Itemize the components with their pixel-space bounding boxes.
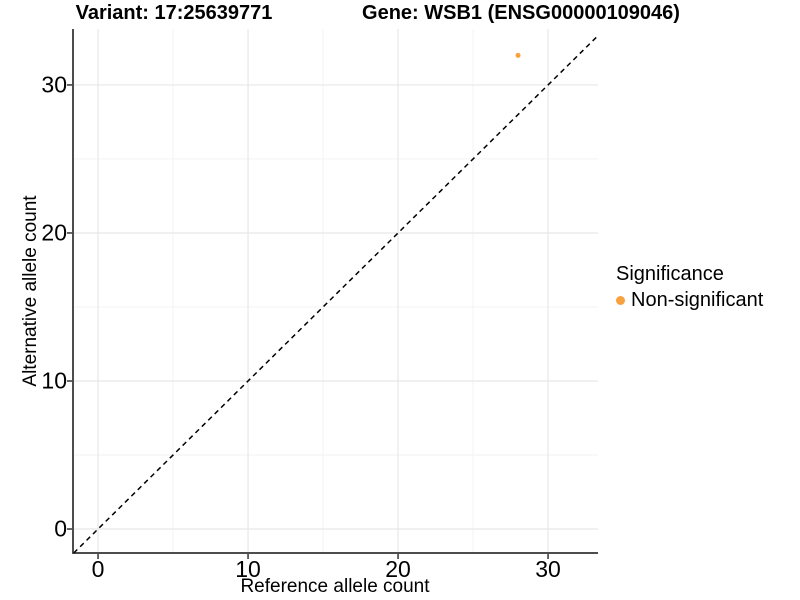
y-axis-label: Alternative allele count [20,195,41,387]
y-tick-label: 0 [54,515,67,542]
plot-title-variant: Variant: 17:25639771 [75,2,273,24]
legend: Significance Non-significant [616,263,763,312]
legend-dot-icon [616,296,625,305]
y-tick-label: 30 [41,71,67,98]
legend-item: Non-significant [616,289,763,312]
x-axis-label: Reference allele count [240,576,430,597]
x-tick-label: 20 [385,556,411,582]
y-tick-label: 10 [41,367,67,394]
x-tick-label: 30 [535,556,561,582]
identity-dashed-line [73,35,599,554]
legend-title: Significance [616,263,724,285]
legend-items: Non-significant [616,289,763,312]
x-tick-label: 0 [91,556,105,582]
plot-title-gene: Gene: WSB1 (ENSG00000109046) [362,2,680,24]
x-tick-label: 10 [235,556,261,582]
data-point [515,52,521,58]
legend-item-label: Non-significant [631,289,764,311]
y-tick-label: 20 [41,219,67,246]
